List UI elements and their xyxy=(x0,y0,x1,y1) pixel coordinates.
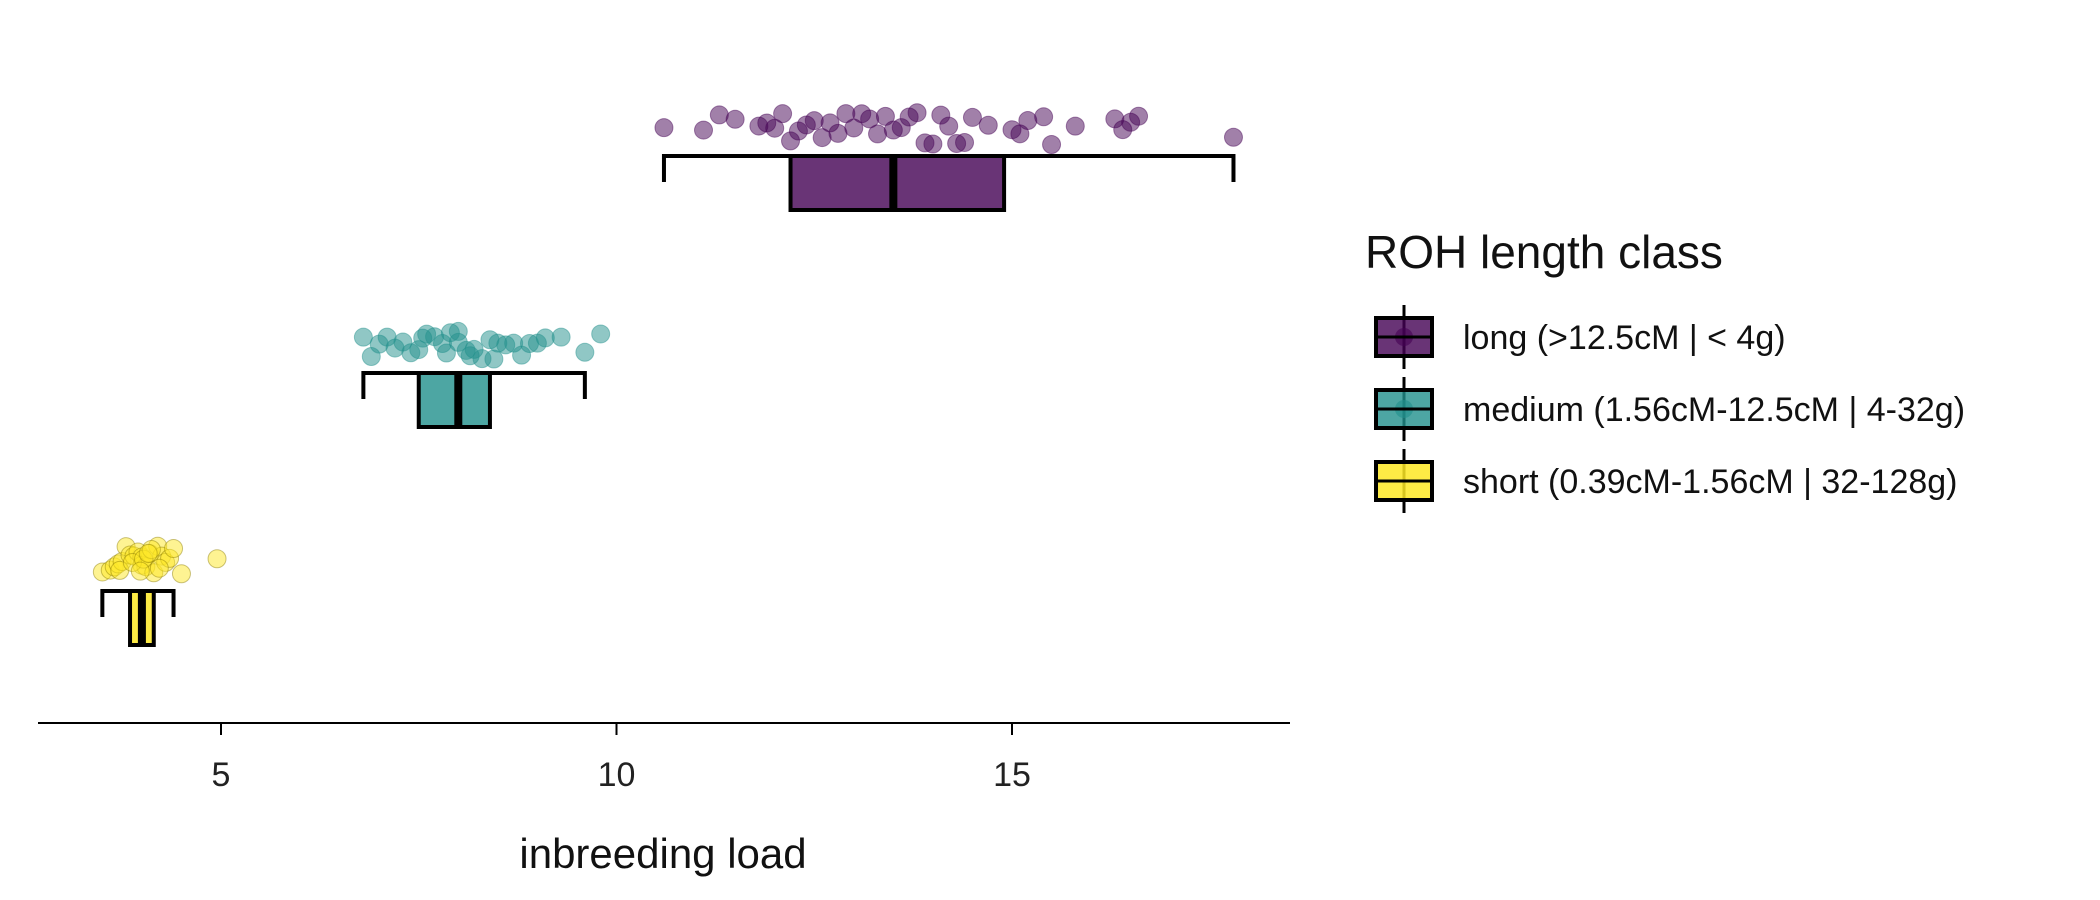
x-axis-title: inbreeding load xyxy=(519,830,806,877)
x-tick-label: 10 xyxy=(598,756,636,794)
data-point xyxy=(939,116,959,136)
data-point xyxy=(413,328,433,348)
data-point xyxy=(138,543,158,563)
data-point xyxy=(149,558,169,578)
data-point xyxy=(171,564,191,584)
data-point xyxy=(820,113,840,133)
data-point xyxy=(460,346,480,366)
data-point xyxy=(955,132,975,152)
data-point xyxy=(804,111,824,131)
data-point xyxy=(868,124,888,144)
data-point xyxy=(1065,116,1085,136)
data-point xyxy=(875,106,895,126)
data-point xyxy=(353,327,373,347)
legend-label: medium (1.56cM-12.5cM | 4-32g) xyxy=(1463,391,1965,429)
data-point xyxy=(923,134,943,154)
data-point xyxy=(551,327,571,347)
data-point xyxy=(1129,106,1149,126)
data-point xyxy=(844,118,864,138)
data-point xyxy=(852,104,872,124)
plot-area xyxy=(92,103,1243,647)
data-point xyxy=(436,343,456,363)
data-point xyxy=(130,561,150,581)
data-point xyxy=(773,104,793,124)
x-tick-label: 15 xyxy=(993,756,1031,794)
data-point xyxy=(694,120,714,140)
legend-label: short (0.39cM-1.56cM | 32-128g) xyxy=(1463,463,1958,501)
data-point xyxy=(654,118,674,138)
data-point xyxy=(1018,111,1038,131)
data-point xyxy=(1010,124,1030,144)
data-point xyxy=(709,105,729,125)
x-axis: 5 10 15 xyxy=(38,722,1290,794)
data-point xyxy=(1034,107,1054,127)
series-group xyxy=(654,103,1243,212)
data-point xyxy=(978,115,998,135)
data-point xyxy=(1042,135,1062,155)
data-point xyxy=(907,103,927,123)
legend-title: ROH length class xyxy=(1365,226,1723,278)
data-point xyxy=(725,109,745,129)
data-point xyxy=(164,539,184,559)
series-group xyxy=(353,321,611,429)
x-tick-label: 5 xyxy=(212,756,231,794)
legend-item: short (0.39cM-1.56cM | 32-128g) xyxy=(1374,449,1958,513)
data-point xyxy=(591,324,611,344)
data-point xyxy=(535,328,555,348)
series-group xyxy=(92,536,227,647)
data-point xyxy=(575,342,595,362)
data-point xyxy=(757,113,777,133)
legend-item: long (>12.5cM | < 4g) xyxy=(1374,305,1786,369)
legend: ROH length class long (>12.5cM | < 4g) me… xyxy=(1365,226,1965,513)
data-point xyxy=(484,349,504,369)
legend-item: medium (1.56cM-12.5cM | 4-32g) xyxy=(1374,377,1965,441)
data-point xyxy=(1223,127,1243,147)
data-point xyxy=(962,107,982,127)
legend-label: long (>12.5cM | < 4g) xyxy=(1463,319,1786,357)
data-point xyxy=(207,549,227,569)
